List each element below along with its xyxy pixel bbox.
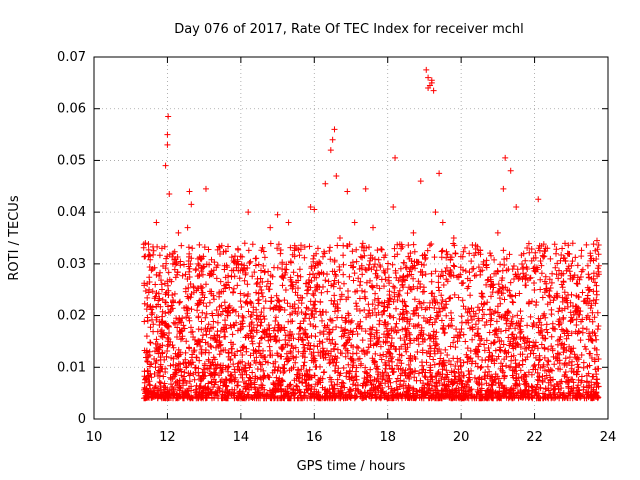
data-point bbox=[502, 154, 509, 161]
data-point-cloud bbox=[140, 240, 602, 402]
data-point bbox=[500, 185, 507, 192]
data-point bbox=[430, 87, 437, 94]
x-tick-label: 12 bbox=[159, 430, 176, 445]
y-tick-label: 0.07 bbox=[57, 50, 86, 65]
data-point bbox=[425, 74, 432, 81]
data-point bbox=[439, 219, 446, 226]
y-tick-label: 0 bbox=[78, 412, 86, 427]
data-point bbox=[425, 85, 432, 92]
data-point bbox=[164, 131, 171, 138]
data-point bbox=[267, 224, 274, 231]
data-point bbox=[494, 229, 501, 236]
data-point bbox=[351, 219, 358, 226]
data-point bbox=[450, 235, 457, 241]
data-point bbox=[202, 185, 209, 192]
data-point bbox=[432, 209, 439, 216]
data-point bbox=[392, 154, 399, 161]
data-point bbox=[162, 162, 169, 169]
data-point bbox=[153, 219, 160, 226]
data-point bbox=[428, 77, 435, 84]
x-tick-label: 22 bbox=[526, 430, 543, 445]
plot-frame bbox=[93, 56, 609, 420]
data-point bbox=[436, 170, 443, 177]
data-point bbox=[285, 219, 292, 226]
data-point bbox=[245, 209, 252, 216]
y-tick-label: 0.04 bbox=[57, 205, 86, 220]
data-point bbox=[333, 172, 340, 179]
data-point bbox=[384, 266, 391, 273]
data-point bbox=[165, 113, 172, 120]
data-point bbox=[331, 126, 338, 133]
x-tick-label: 18 bbox=[379, 430, 396, 445]
data-point bbox=[186, 188, 193, 195]
data-point bbox=[274, 211, 281, 218]
data-point bbox=[370, 224, 377, 231]
data-point bbox=[362, 185, 369, 192]
x-tick-label: 20 bbox=[453, 430, 470, 445]
data-point bbox=[311, 206, 318, 213]
x-tick-label: 14 bbox=[233, 430, 250, 445]
data-point bbox=[336, 235, 343, 241]
data-point bbox=[307, 203, 314, 210]
data-point bbox=[535, 196, 542, 203]
data-point bbox=[327, 147, 334, 154]
data-point bbox=[184, 224, 191, 231]
data-point bbox=[166, 191, 173, 198]
y-axis-label: ROTI / TECUs bbox=[7, 195, 22, 280]
data-point bbox=[322, 180, 329, 187]
y-tick-label: 0.02 bbox=[57, 309, 86, 324]
data-point bbox=[423, 66, 430, 73]
data-point bbox=[344, 188, 351, 195]
data-point bbox=[588, 302, 595, 309]
data-point bbox=[507, 167, 514, 174]
y-tick-label: 0.01 bbox=[57, 360, 86, 375]
data-point bbox=[329, 136, 336, 143]
x-axis-label: GPS time / hours bbox=[297, 459, 406, 474]
data-point bbox=[390, 203, 397, 210]
y-tick-label: 0.06 bbox=[57, 102, 86, 117]
y-tick-label: 0.03 bbox=[57, 257, 86, 272]
data-point bbox=[175, 229, 182, 236]
x-tick-label: 10 bbox=[86, 430, 103, 445]
data-point bbox=[593, 237, 600, 244]
chart-title: Day 076 of 2017, Rate Of TEC Index for r… bbox=[174, 22, 524, 37]
data-point bbox=[158, 245, 165, 252]
x-tick-label: 16 bbox=[306, 430, 323, 445]
data-point bbox=[314, 245, 321, 252]
data-point bbox=[417, 178, 424, 185]
data-point bbox=[410, 229, 417, 236]
x-tick-label: 24 bbox=[600, 430, 617, 445]
y-tick-label: 0.05 bbox=[57, 153, 86, 168]
data-point bbox=[188, 201, 195, 208]
data-points bbox=[140, 66, 602, 402]
data-point bbox=[164, 141, 171, 148]
axis-ticks: 10 12 14 16 18 20 22 24 0 0.01 0.02 0.03 0.04 0.05 0.0… bbox=[57, 50, 616, 445]
data-point bbox=[513, 203, 520, 210]
